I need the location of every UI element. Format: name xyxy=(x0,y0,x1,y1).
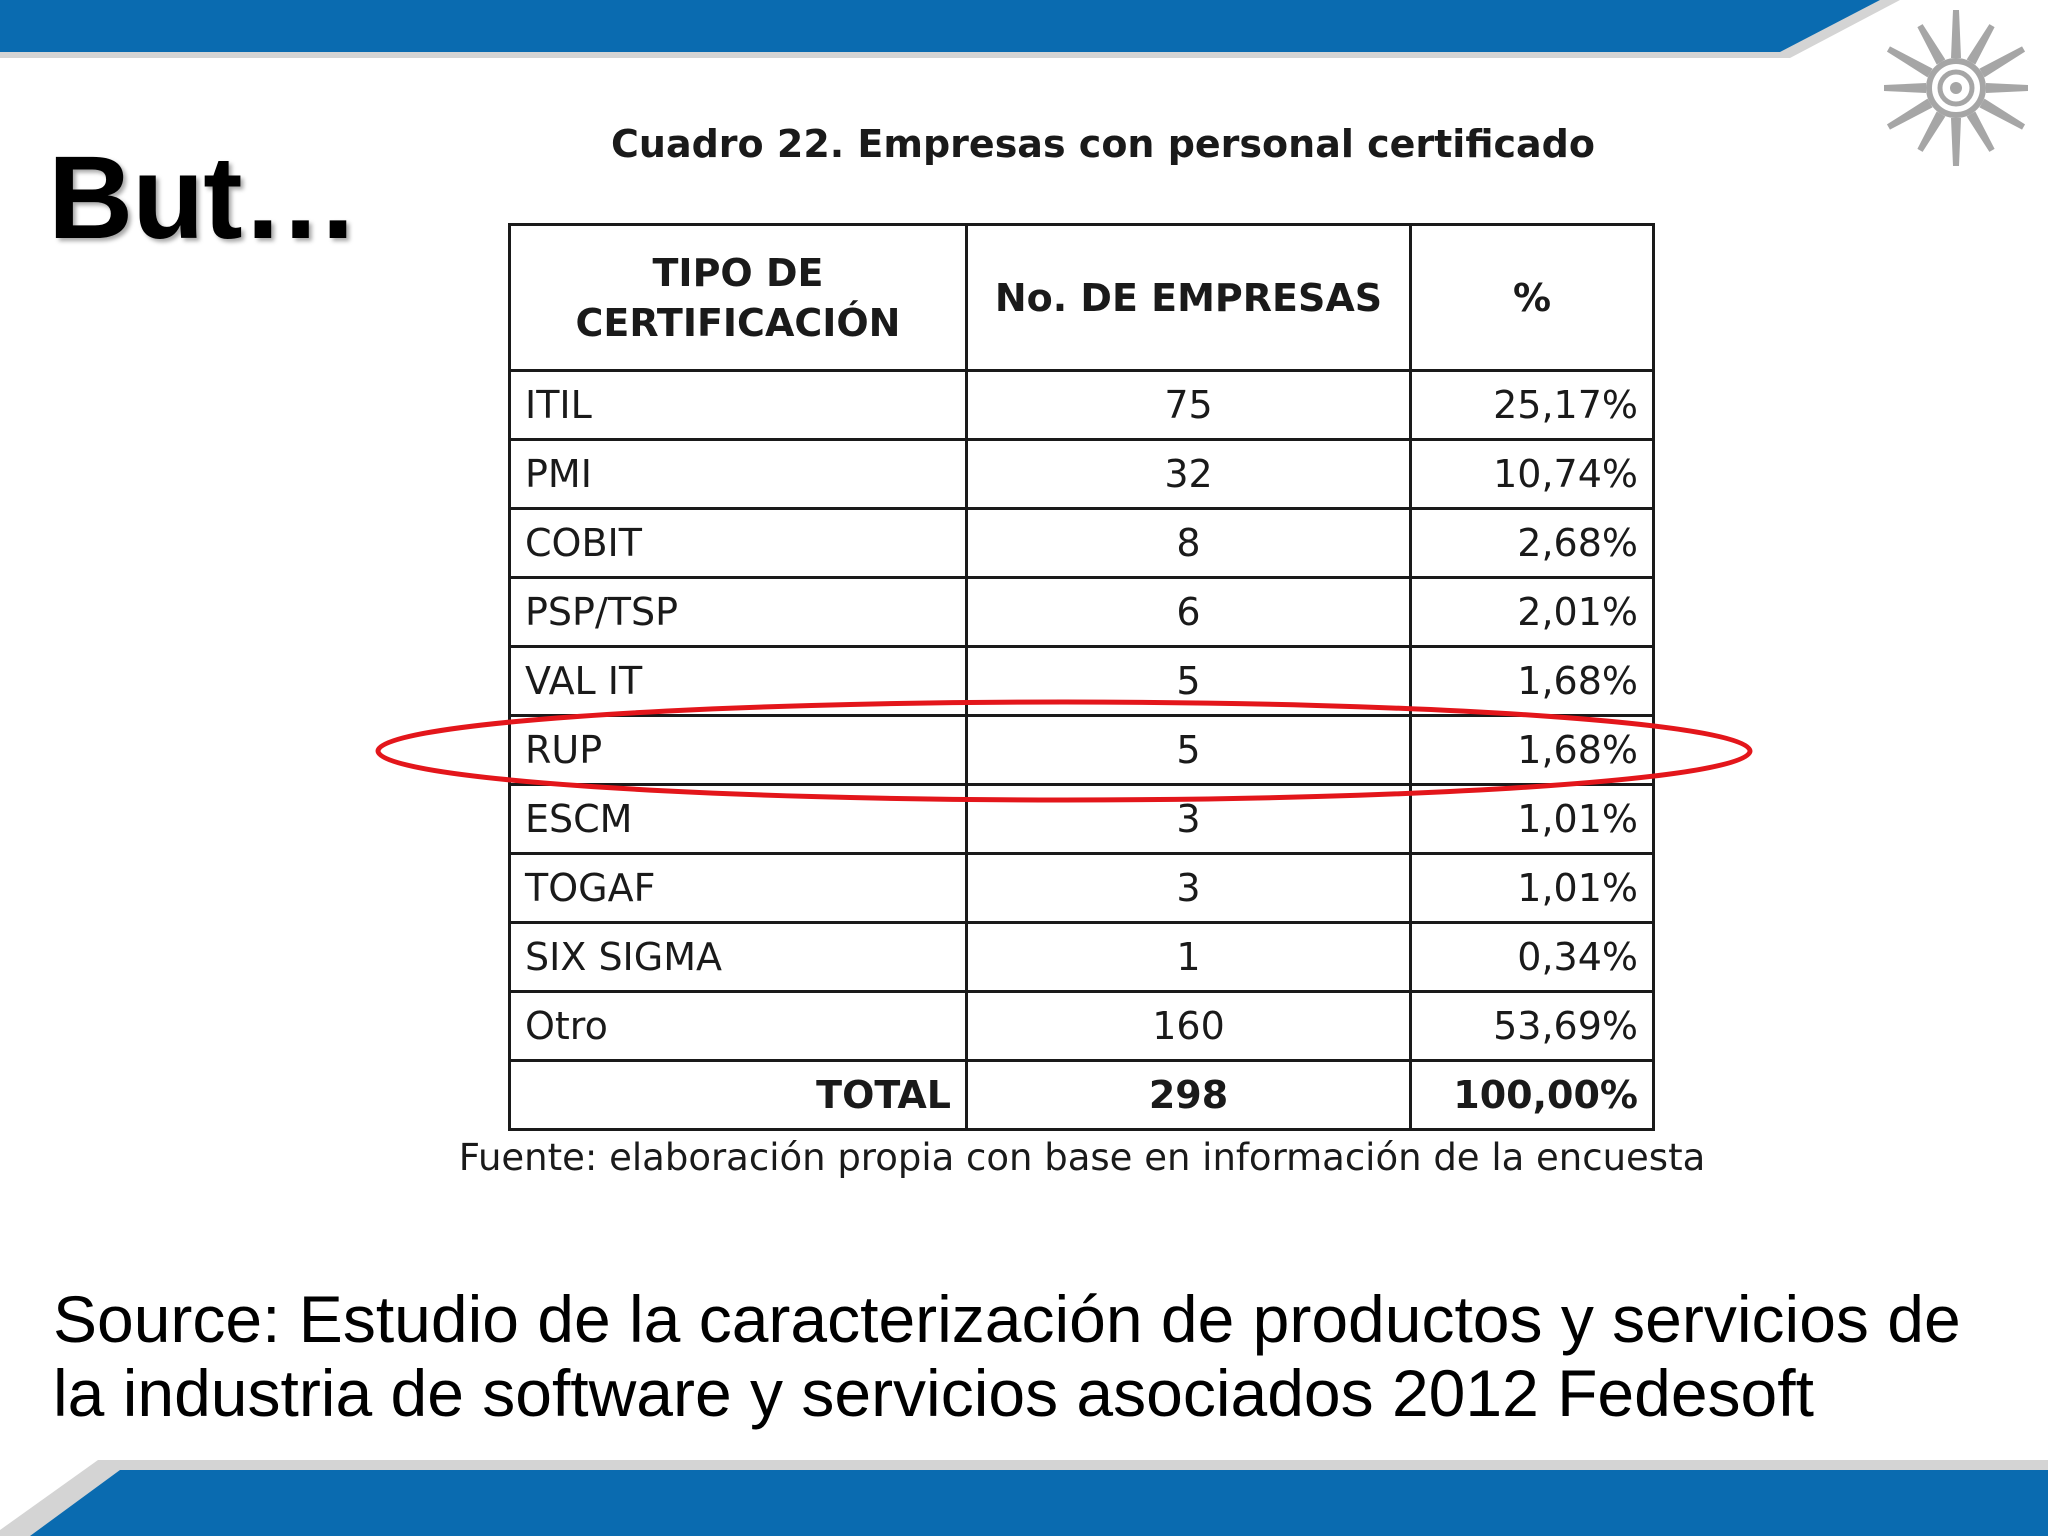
header-percent: % xyxy=(1409,223,1655,372)
table-row: VAL IT 5 1,68% xyxy=(508,645,1655,717)
cell-pct: 2,68% xyxy=(1409,507,1655,579)
cell-num: 160 xyxy=(965,990,1412,1062)
cell-num: 8 xyxy=(965,507,1412,579)
table-row-highlighted: RUP 5 1,68% xyxy=(508,714,1655,786)
cell-tipo: RUP xyxy=(508,714,968,786)
top-header-bar xyxy=(0,0,1900,58)
slide-title: But… xyxy=(48,132,360,264)
cell-tipo: COBIT xyxy=(508,507,968,579)
table-row: COBIT 8 2,68% xyxy=(508,507,1655,579)
table-row: ESCM 3 1,01% xyxy=(508,783,1655,855)
cell-num: 6 xyxy=(965,576,1412,648)
header-tipo-line1: TIPO DE xyxy=(652,250,824,295)
bottom-footer-bar xyxy=(0,1460,2048,1536)
cell-tipo: Otro xyxy=(508,990,968,1062)
header-tipo-certificacion: TIPO DE CERTIFICACIÓN xyxy=(508,223,968,372)
table-row: PMI 32 10,74% xyxy=(508,438,1655,510)
table-header-row: TIPO DE CERTIFICACIÓN No. DE EMPRESAS % xyxy=(508,223,1655,372)
cell-pct: 2,01% xyxy=(1409,576,1655,648)
cell-tipo: VAL IT xyxy=(508,645,968,717)
cell-total-pct: 100,00% xyxy=(1409,1059,1655,1131)
cell-tipo: ITIL xyxy=(508,369,968,441)
table-row: Otro 160 53,69% xyxy=(508,990,1655,1062)
table-row: PSP/TSP 6 2,01% xyxy=(508,576,1655,648)
table-row: ITIL 75 25,17% xyxy=(508,369,1655,441)
cell-total-num: 298 xyxy=(965,1059,1412,1131)
cell-tipo: ESCM xyxy=(508,783,968,855)
source-line-1: Source: Estudio de la caracterización de… xyxy=(53,1282,1961,1356)
header-no-empresas: No. DE EMPRESAS xyxy=(965,223,1412,372)
cell-num: 3 xyxy=(965,783,1412,855)
cell-total-label: TOTAL xyxy=(508,1059,968,1131)
table-total-row: TOTAL 298 100,00% xyxy=(508,1059,1655,1131)
sun-spiral-logo-icon xyxy=(1884,10,2028,166)
table-row: SIX SIGMA 1 0,34% xyxy=(508,921,1655,993)
cell-pct: 1,01% xyxy=(1409,783,1655,855)
header-tipo-line2: CERTIFICACIÓN xyxy=(575,300,901,345)
table-row: TOGAF 3 1,01% xyxy=(508,852,1655,924)
source-line-2: la industria de software y servicios aso… xyxy=(53,1356,1814,1430)
cell-tipo: SIX SIGMA xyxy=(508,921,968,993)
table-caption: Cuadro 22. Empresas con personal certifi… xyxy=(611,122,1595,166)
cell-pct: 0,34% xyxy=(1409,921,1655,993)
cell-num: 1 xyxy=(965,921,1412,993)
cell-num: 5 xyxy=(965,645,1412,717)
cell-pct: 53,69% xyxy=(1409,990,1655,1062)
cell-tipo: PSP/TSP xyxy=(508,576,968,648)
cell-pct: 25,17% xyxy=(1409,369,1655,441)
cell-num: 75 xyxy=(965,369,1412,441)
cell-num: 5 xyxy=(965,714,1412,786)
cell-tipo: TOGAF xyxy=(508,852,968,924)
cell-pct: 1,68% xyxy=(1409,645,1655,717)
cell-num: 3 xyxy=(965,852,1412,924)
certification-table: TIPO DE CERTIFICACIÓN No. DE EMPRESAS % … xyxy=(508,223,1655,1131)
cell-pct: 1,01% xyxy=(1409,852,1655,924)
cell-tipo: PMI xyxy=(508,438,968,510)
cell-pct: 10,74% xyxy=(1409,438,1655,510)
cell-num: 32 xyxy=(965,438,1412,510)
table-source-note: Fuente: elaboración propia con base en i… xyxy=(458,1136,1706,1179)
cell-pct: 1,68% xyxy=(1409,714,1655,786)
slide-source-citation: Source: Estudio de la caracterización de… xyxy=(53,1282,2033,1430)
